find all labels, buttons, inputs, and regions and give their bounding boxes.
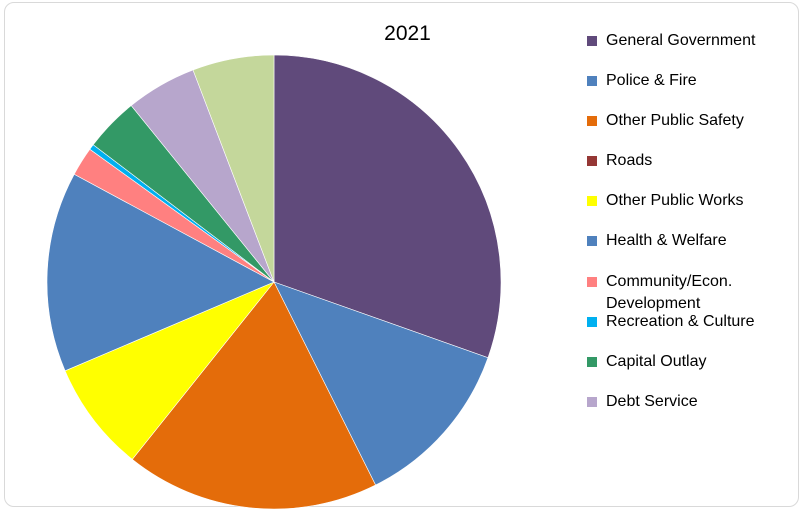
legend-item-other-public-works: Other Public Works (587, 190, 792, 230)
pie-slice-police-fire (273, 281, 489, 486)
legend-label: Other Public Safety (606, 112, 744, 130)
legend-swatch (587, 76, 597, 87)
legend-swatch (587, 396, 597, 407)
legend-swatch (587, 36, 597, 46)
legend-swatch (587, 196, 597, 207)
legend-swatch (587, 156, 597, 167)
legend-item-health-welfare: Health & Welfare (587, 230, 792, 270)
legend-label: Recreation & Culture (606, 312, 755, 330)
legend-item-debt-service: Debt Service (587, 391, 792, 431)
legend-swatch (587, 276, 597, 287)
legend-item-recreation-culture: Recreation & Culture (587, 311, 792, 351)
chart-title: 2021 (384, 22, 431, 45)
legend-item-other-public-safety: Other Public Safety (587, 110, 792, 150)
legend-label: Community/Econ. Development (606, 272, 733, 312)
legend-swatch (587, 236, 597, 247)
legend-label: Police & Fire (606, 72, 697, 90)
legend-swatch (587, 356, 597, 367)
pie-slice-health-welfare (46, 173, 275, 372)
pie-slice-general-government (273, 54, 502, 359)
legend-item-roads: Roads (587, 150, 792, 190)
legend-label: Capital Outlay (606, 352, 707, 370)
legend-item-general-government: General Government (587, 30, 792, 70)
pie-slice-other-public-safety (131, 281, 376, 509)
legend-item-capital-outlay: Capital Outlay (587, 351, 792, 391)
legend: General Government Police & Fire Other Pub… (587, 30, 792, 431)
legend-label: General Government (606, 32, 756, 49)
legend-label: Roads (606, 152, 653, 170)
legend-label: Debt Service (606, 392, 698, 410)
pie-slice-unlabeled (192, 54, 275, 283)
legend-item-community-econ-development: Community/Econ. Development (587, 271, 792, 312)
legend-item-police-fire: Police & Fire (587, 70, 792, 110)
legend-swatch (587, 316, 597, 327)
pie-slice-other-public-works (64, 281, 275, 460)
legend-label: Other Public Works (606, 192, 744, 210)
legend-label: Health & Welfare (606, 232, 727, 250)
legend-swatch (587, 116, 597, 127)
